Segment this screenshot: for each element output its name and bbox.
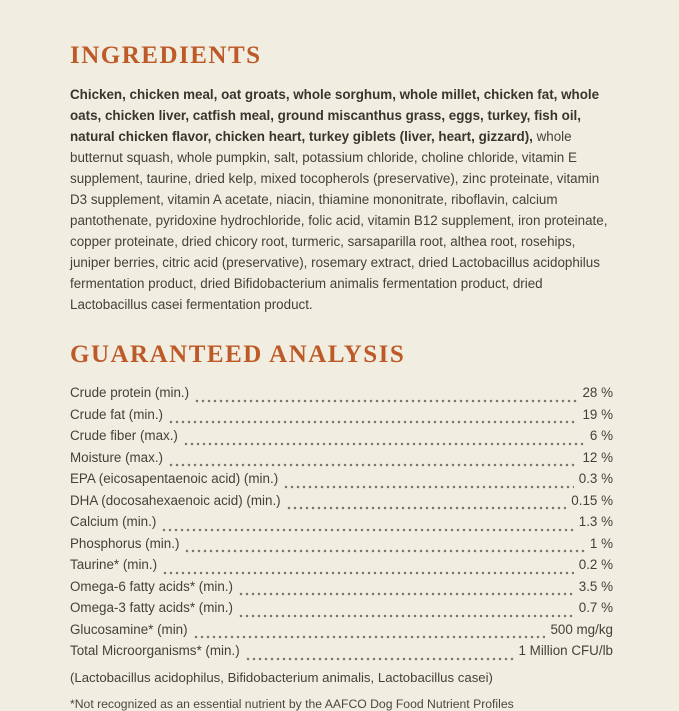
analysis-row-label: Glucosamine* (min) [70, 621, 188, 637]
analysis-row-label: Moisture (max.) [70, 449, 164, 465]
analysis-row-value: 0.7 % [578, 600, 613, 615]
analysis-row-value: 3.5 % [578, 578, 613, 594]
aafco-footnote: *Not recognized as an essential nutrient… [70, 696, 514, 711]
analysis-row-label: Taurine* (min.) [70, 557, 158, 572]
analysis-row-value: 0.2 % [578, 557, 613, 572]
analysis-row: Crude protein (min.) 28 % [70, 385, 613, 407]
product-label: INGREDIENTS Chicken, chicken meal, oat g… [70, 42, 613, 711]
ingredients-paragraph: Chicken, chicken meal, oat groats, whole… [70, 84, 613, 315]
dotted-leader [194, 398, 578, 403]
microorganisms-note: (Lactobacillus acidophilus, Bifidobacter… [70, 669, 493, 685]
dotted-leader [244, 656, 514, 661]
analysis-row-label: Calcium (min.) [70, 514, 157, 529]
dotted-leader [184, 549, 585, 553]
analysis-row-value: 28 % [582, 385, 613, 400]
analysis-row-label: Crude protein (min.) [70, 385, 190, 400]
analysis-row: Omega-6 fatty acids* (min.) 3.5 % [70, 579, 613, 601]
analysis-row: Crude fiber (max.) 6 % [70, 428, 613, 450]
ingredients-heading: INGREDIENTS [70, 42, 262, 69]
analysis-row: DHA (docosahexaenoic acid) (min.) 0.15 % [70, 493, 613, 515]
analysis-row: Omega-3 fatty acids* (min.) 0.7 % [70, 600, 613, 622]
dotted-leader [162, 570, 574, 575]
dotted-leader [237, 592, 574, 596]
dotted-leader [283, 484, 574, 489]
analysis-row-value: 500 mg/kg [550, 621, 613, 637]
analysis-row-label: Omega-3 fatty acids* (min.) [70, 600, 233, 615]
analysis-row-value: 6 % [589, 428, 613, 443]
dotted-leader [192, 635, 546, 639]
analysis-row-value: 1 % [589, 535, 613, 551]
dotted-leader [168, 420, 578, 424]
guaranteed-analysis-table: Crude protein (min.) 28 % Crude fat (min… [70, 385, 613, 711]
analysis-row-label: Crude fiber (max.) [70, 428, 178, 443]
analysis-row: Glucosamine* (min) 500 mg/kg [70, 622, 613, 644]
analysis-row-label: DHA (docosahexaenoic acid) (min.) [70, 492, 281, 508]
analysis-row-value: 1.3 % [578, 514, 613, 529]
analysis-row: Taurine* (min.) 0.2 % [70, 557, 613, 579]
analysis-row-value: 0.3 % [578, 471, 613, 486]
analysis-row-label: Phosphorus (min.) [70, 535, 180, 551]
analysis-row-label: Total Microorganisms* (min.) [70, 643, 240, 658]
analysis-row: Calcium (min.) 1.3 % [70, 514, 613, 536]
dotted-leader [237, 613, 574, 618]
dotted-leader [161, 527, 574, 532]
dotted-leader [168, 463, 578, 467]
ingredients-bold-text: Chicken, chicken meal, oat groats, whole… [70, 87, 600, 144]
analysis-row: Total Microorganisms* (min.) 1 Million C… [70, 643, 613, 665]
analysis-row-label: EPA (eicosapentaenoic acid) (min.) [70, 471, 279, 486]
analysis-row-label: Crude fat (min.) [70, 406, 164, 422]
analysis-row-value: 1 Million CFU/lb [518, 643, 614, 658]
dotted-leader [182, 441, 585, 446]
analysis-row-value: 12 % [582, 449, 613, 465]
analysis-row-value: 19 % [582, 406, 613, 422]
guaranteed-analysis-heading: GUARANTEED ANALYSIS [70, 341, 406, 368]
analysis-row-label: Omega-6 fatty acids* (min.) [70, 578, 233, 594]
ingredients-regular-text: whole butternut squash, whole pumpkin, s… [70, 129, 608, 312]
dotted-leader [285, 506, 567, 510]
analysis-row: Moisture (max.) 12 % [70, 450, 613, 472]
analysis-row: Crude fat (min.) 19 % [70, 407, 613, 429]
analysis-row: EPA (eicosapentaenoic acid) (min.) 0.3 % [70, 471, 613, 493]
analysis-row-value: 0.15 % [571, 492, 613, 508]
analysis-row: Phosphorus (min.) 1 % [70, 536, 613, 558]
